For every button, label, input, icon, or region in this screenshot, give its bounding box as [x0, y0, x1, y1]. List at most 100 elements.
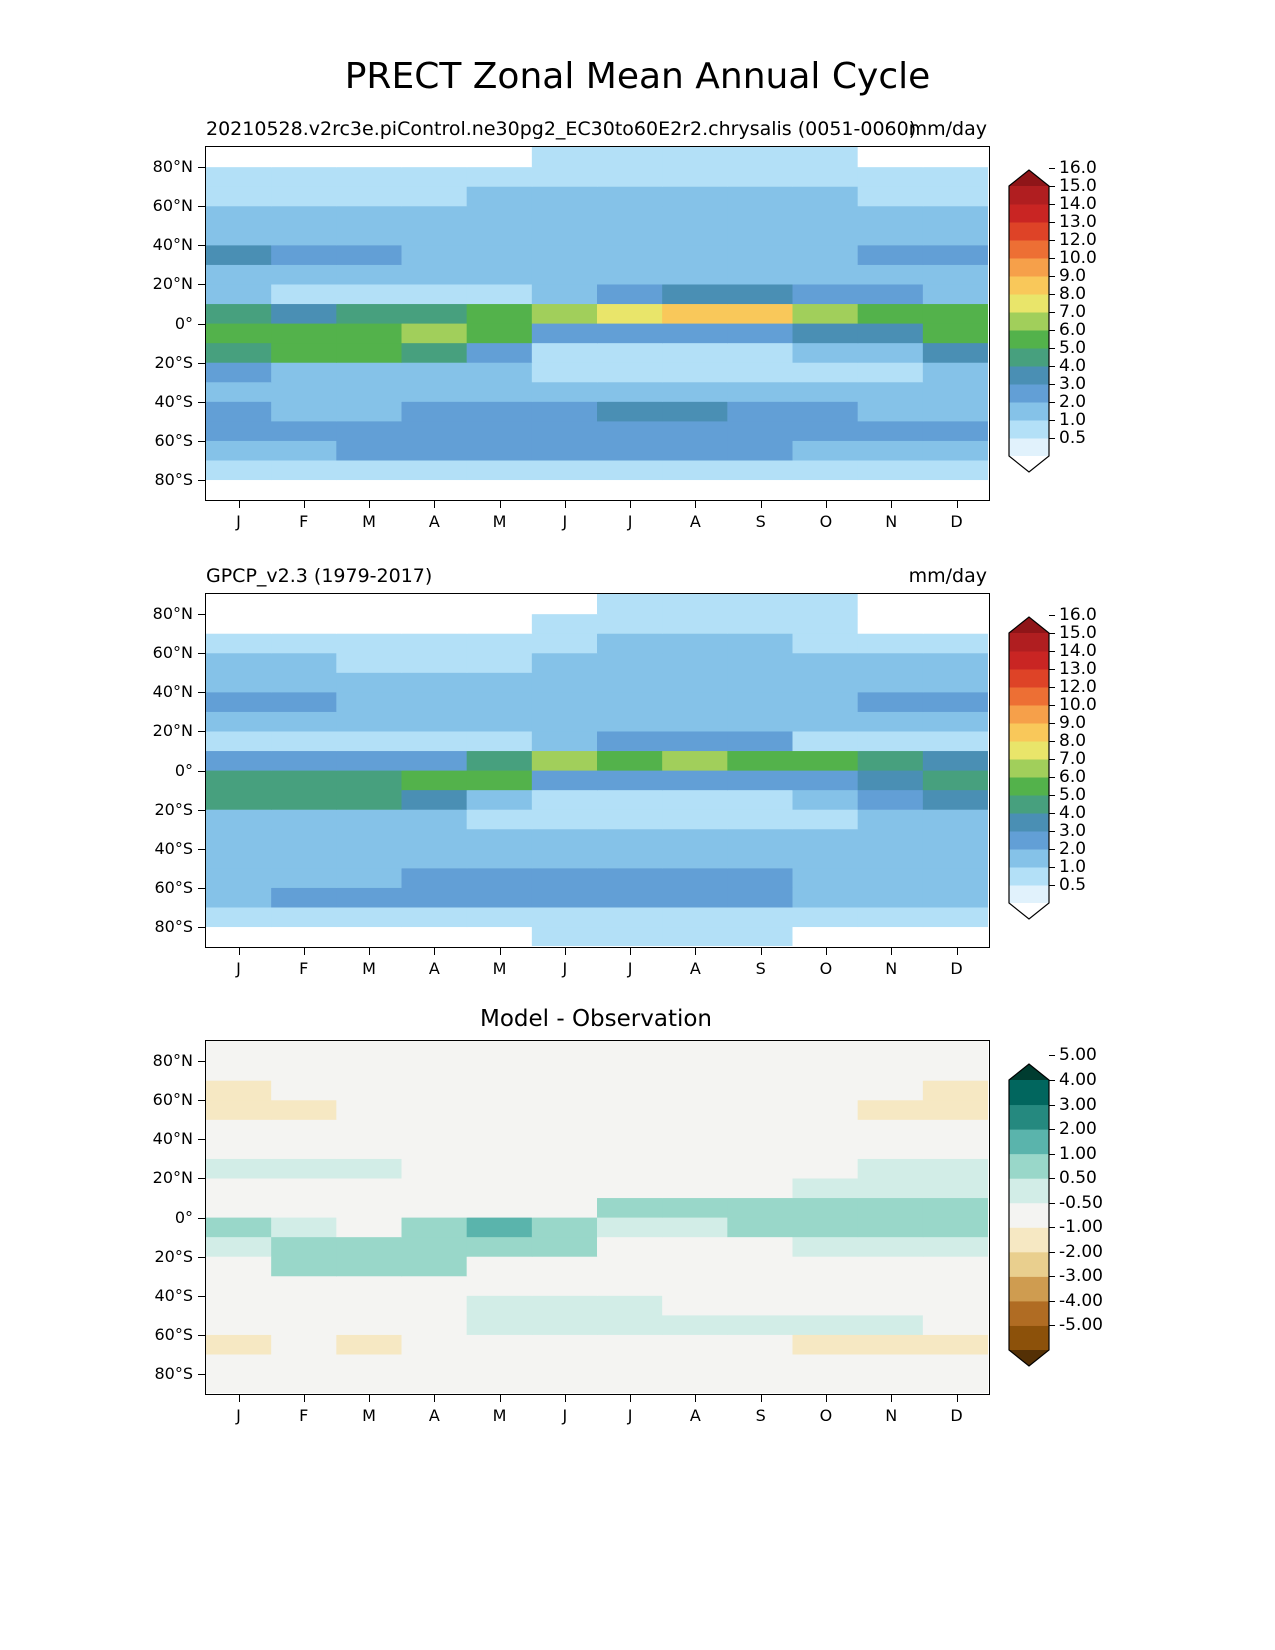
x-tick-label: S: [755, 512, 766, 531]
heatmap-cell: [922, 848, 988, 869]
heatmap-cell: [727, 711, 794, 732]
heatmap-cell: [922, 1138, 988, 1159]
heatmap-cell: [597, 147, 663, 168]
heatmap-cell: [727, 1080, 794, 1101]
heatmap-cell: [792, 1334, 859, 1355]
heatmap-cell: [662, 1041, 728, 1062]
heatmap-cell: [727, 401, 794, 422]
heatmap-cell: [206, 867, 272, 888]
heatmap-cell: [792, 1217, 859, 1238]
colorbar-tick-label: 6.0: [1059, 320, 1087, 340]
x-tick-mark: [499, 948, 501, 955]
colorbar-tick-label: 2.00: [1059, 1119, 1097, 1140]
colorbar-swatch: [1009, 1325, 1049, 1351]
heatmap-cell: [792, 1295, 859, 1316]
heatmap-cell: [857, 323, 924, 344]
heatmap-cell: [727, 244, 794, 265]
heatmap-cell: [401, 1314, 468, 1335]
x-tick-label: D: [950, 512, 963, 531]
x-tick-label: M: [492, 1406, 507, 1425]
heatmap-cell: [466, 1314, 533, 1335]
heatmap-cell: [531, 1217, 598, 1238]
heatmap-cell: [922, 420, 988, 441]
colorbar-swatch: [1009, 1104, 1049, 1130]
heatmap-cell: [857, 1275, 924, 1296]
heatmap-cell: [857, 730, 924, 752]
heatmap-cell: [597, 711, 663, 732]
heatmap-cell: [336, 459, 403, 481]
heatmap-cell: [792, 750, 859, 771]
x-tick-label: A: [689, 959, 701, 978]
heatmap-cell: [727, 926, 794, 946]
x-tick-label: M: [492, 959, 507, 978]
heatmap-cell: [531, 1060, 598, 1081]
heatmap-cell: [922, 342, 988, 363]
colorbar-tick-label: 0.5: [1059, 875, 1087, 895]
heatmap-cell: [662, 906, 728, 928]
heatmap-cell: [597, 1119, 663, 1140]
heatmap-cell: [662, 225, 728, 246]
heatmap-cell: [922, 1099, 988, 1120]
x-tick-label: J: [627, 512, 633, 531]
heatmap-cell: [662, 691, 728, 712]
heatmap-cell: [466, 828, 533, 849]
heatmap-cell: [727, 789, 794, 810]
heatmap-cell: [662, 1060, 728, 1081]
heatmap-cell: [597, 1373, 663, 1393]
heatmap-cell: [466, 730, 533, 752]
y-tick-mark: [198, 653, 205, 655]
colorbar-svg: [1008, 616, 1050, 920]
heatmap-cell: [662, 283, 728, 305]
heatmap-cell: [336, 440, 403, 461]
heatmap-cell: [727, 1334, 794, 1355]
colorbar-swatch: [1009, 1300, 1049, 1326]
colorbar-tick-label: 16.0: [1059, 605, 1097, 625]
heatmap-cell: [336, 672, 403, 693]
heatmap-cell: [336, 1314, 403, 1335]
heatmap-cell: [792, 1197, 859, 1218]
heatmap-cell: [531, 1295, 598, 1316]
y-tick-mark: [198, 323, 205, 325]
heatmap-cell: [662, 342, 728, 363]
heatmap-cell: [922, 789, 988, 810]
y-tick-label: 20°N: [152, 1168, 193, 1188]
y-tick-label: 40°S: [154, 838, 193, 858]
x-tick-label: F: [299, 1406, 309, 1425]
heatmap-cell: [857, 828, 924, 849]
heatmap-cell: [466, 401, 533, 422]
colorbar-tick-label: 1.0: [1059, 857, 1087, 877]
heatmap-cell: [662, 440, 728, 461]
heatmap-cell: [271, 1373, 337, 1393]
heatmap-cell: [531, 1256, 598, 1277]
heatmap-cell: [662, 1256, 728, 1277]
heatmap-cell: [336, 244, 403, 265]
heatmap-cell: [401, 1217, 468, 1238]
heatmap-cell: [727, 867, 794, 888]
heatmap-cell: [727, 147, 794, 168]
colorbar-swatch: [1009, 1202, 1049, 1228]
heatmap-cell: [466, 672, 533, 693]
y-tick-label: 40°S: [154, 391, 193, 411]
heatmap-cell: [336, 381, 403, 402]
heatmap-cell: [271, 1138, 337, 1159]
colorbar-swatch: [1009, 1080, 1049, 1106]
heatmap-cell: [206, 1138, 272, 1159]
heatmap-cell: [792, 440, 859, 461]
heatmap-cell: [792, 225, 859, 246]
heatmap-cell: [662, 770, 728, 791]
heatmap-cell: [336, 594, 403, 615]
heatmap-cell: [662, 1138, 728, 1159]
heatmap-cell: [597, 613, 663, 634]
heatmap-cell: [662, 1099, 728, 1120]
heatmap-cell: [857, 420, 924, 441]
heatmap-cell: [662, 848, 728, 869]
heatmap-cell: [727, 730, 794, 752]
heatmap-cell: [466, 186, 533, 207]
heatmap-cell: [271, 420, 337, 441]
heatmap-cell: [727, 1099, 794, 1120]
heatmap-cell: [531, 283, 598, 305]
heatmap-cell: [857, 809, 924, 830]
heatmap-cell: [662, 1373, 728, 1393]
heatmap-cell: [206, 303, 272, 324]
colorbar-tick-label: 4.0: [1059, 803, 1087, 823]
